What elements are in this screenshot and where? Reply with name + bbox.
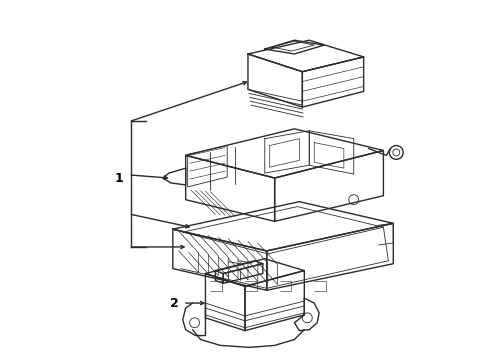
Text: 1: 1	[115, 171, 123, 185]
Text: 2: 2	[170, 297, 179, 310]
